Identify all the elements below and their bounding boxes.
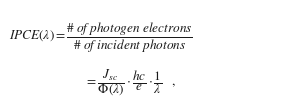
Text: $= \dfrac{J_{sc}}{\Phi(\lambda)} \cdot \dfrac{hc}{e} \cdot \dfrac{1}{\lambda}\qu: $= \dfrac{J_{sc}}{\Phi(\lambda)} \cdot \… xyxy=(85,69,177,98)
Text: $\mathit{IPCE}(\lambda) = \dfrac{\#\ of\ photogen\ electrons}{\#\ of\ incident\ : $\mathit{IPCE}(\lambda) = \dfrac{\#\ of\… xyxy=(9,21,193,55)
